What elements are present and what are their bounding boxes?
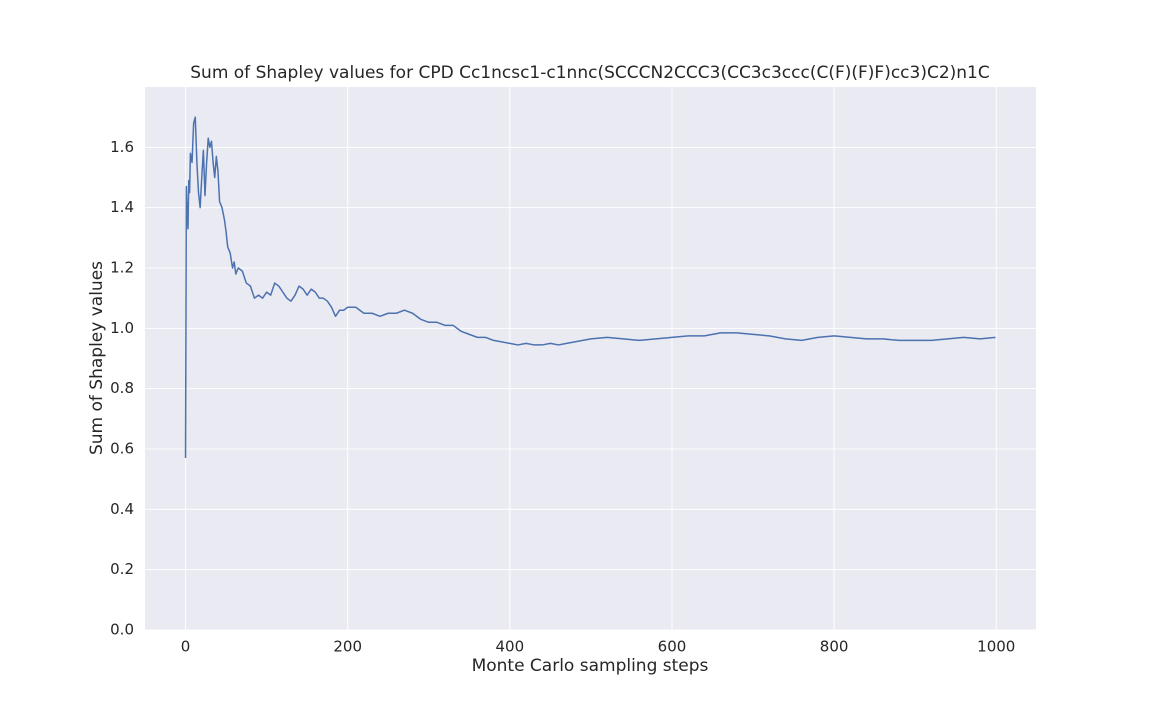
y-tick-label: 1.0 <box>110 319 134 337</box>
y-tick-label: 0.0 <box>110 621 134 639</box>
x-tick-label: 200 <box>333 638 362 656</box>
x-tick-label: 800 <box>820 638 849 656</box>
y-tick-label: 0.6 <box>110 440 134 458</box>
x-tick-label: 600 <box>658 638 687 656</box>
data-line <box>184 116 996 459</box>
y-tick-label: 0.4 <box>110 500 134 518</box>
y-axis-label: Sum of Shapley values <box>87 261 107 455</box>
y-tick-label: 1.6 <box>110 138 134 156</box>
plot-area <box>145 87 1036 630</box>
x-axis-label: Monte Carlo sampling steps <box>472 656 709 676</box>
x-tick-label: 1000 <box>977 638 1015 656</box>
x-tick-label: 0 <box>181 638 191 656</box>
y-tick-label: 1.2 <box>110 259 134 277</box>
y-tick-label: 0.8 <box>110 379 134 397</box>
y-tick-label: 1.4 <box>110 198 134 216</box>
marks <box>184 116 996 459</box>
grid <box>145 87 1036 631</box>
chart-title: Sum of Shapley values for CPD Cc1ncsc1-c… <box>190 63 990 83</box>
x-tick-label: 400 <box>496 638 525 656</box>
y-tick-label: 0.2 <box>110 560 134 578</box>
